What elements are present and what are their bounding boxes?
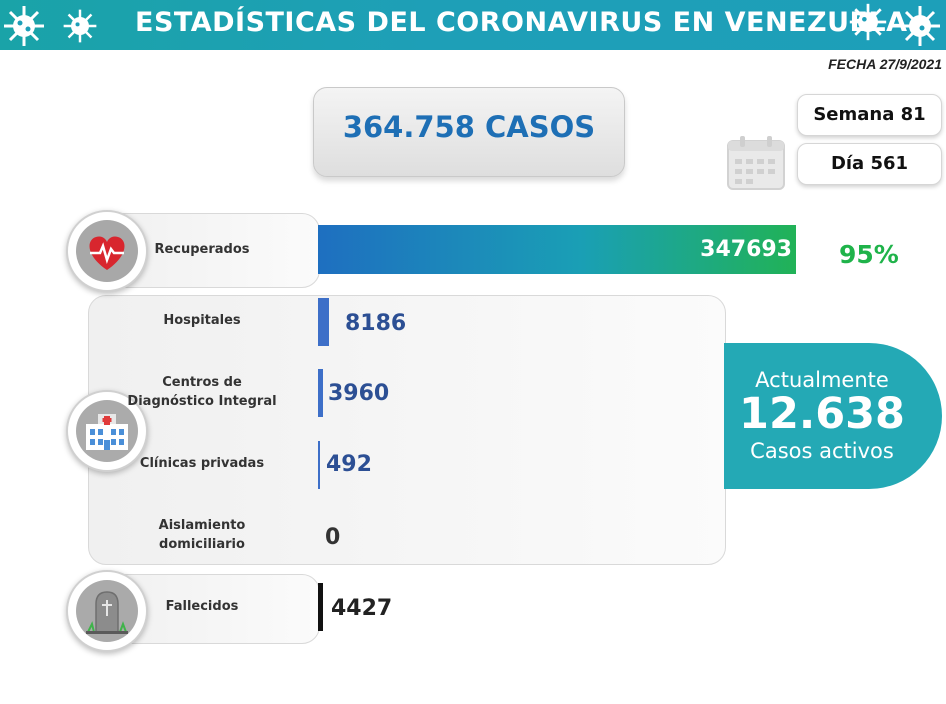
bar-cdi: [318, 369, 323, 417]
recovered-percentage: 95%: [839, 240, 899, 269]
active-cases-box: Actualmente 12.638 Casos activos: [724, 343, 942, 489]
heart-icon: [89, 236, 125, 270]
page-title: ESTADÍSTICAS DEL CORONAVIRUS EN VENEZUEL…: [135, 7, 908, 38]
value-cdi: 3960: [328, 381, 390, 406]
bar-fallecidos: [318, 583, 323, 631]
label-cdi-line1: Centros de: [162, 375, 242, 390]
virus-icon: [849, 3, 887, 41]
tombstone-icon-circle: [66, 570, 148, 652]
total-cases-box: 364.758 CASOS: [313, 87, 625, 177]
active-cases-line1: Actualmente: [755, 368, 889, 392]
tombstone-icon-bg: [76, 580, 138, 642]
day-badge: Día 561: [797, 143, 942, 185]
label-aislamiento: Aislamiento domiciliario: [100, 516, 304, 554]
label-recuperados: Recuperados: [154, 242, 250, 257]
value-fallecidos: 4427: [331, 596, 393, 621]
hospital-icon-bg: [76, 400, 138, 462]
date-label: FECHA 27/9/2021: [828, 56, 942, 72]
hospitalized-panel: [88, 295, 726, 565]
bar-hospitales: [318, 298, 329, 346]
bar-recuperados: 347693: [318, 225, 796, 274]
calendar-icon: [727, 136, 785, 190]
heart-icon-circle: [66, 210, 148, 292]
label-clinicas: Clínicas privadas: [139, 456, 265, 471]
label-aislamiento-line1: Aislamiento: [158, 518, 246, 533]
active-cases-value: 12.638: [739, 389, 905, 439]
virus-icon: [63, 9, 97, 43]
value-clinicas: 492: [326, 452, 372, 477]
label-cdi-line2: Diagnóstico Integral: [127, 394, 277, 409]
label-aislamiento-line2: domiciliario: [159, 537, 245, 552]
hospital-icon: [86, 414, 128, 450]
value-hospitales: 8186: [345, 311, 407, 336]
bar-clinicas: [318, 441, 320, 489]
active-cases-line3: Casos activos: [750, 439, 894, 463]
total-cases-label: 364.758 CASOS: [342, 110, 596, 144]
label-hospitales: Hospitales: [163, 313, 241, 328]
label-fallecidos: Fallecidos: [165, 599, 239, 614]
week-badge: Semana 81: [797, 94, 942, 136]
heart-icon-bg: [76, 220, 138, 282]
virus-icon: [900, 6, 940, 46]
value-recuperados: 347693: [700, 237, 792, 262]
header-banner: ESTADÍSTICAS DEL CORONAVIRUS EN VENEZUEL…: [0, 0, 946, 50]
value-aislamiento: 0: [325, 525, 341, 550]
hospital-icon-circle: [66, 390, 148, 472]
label-cdi: Centros de Diagnóstico Integral: [100, 373, 304, 411]
virus-icon: [4, 6, 44, 46]
tombstone-icon: [86, 591, 128, 634]
